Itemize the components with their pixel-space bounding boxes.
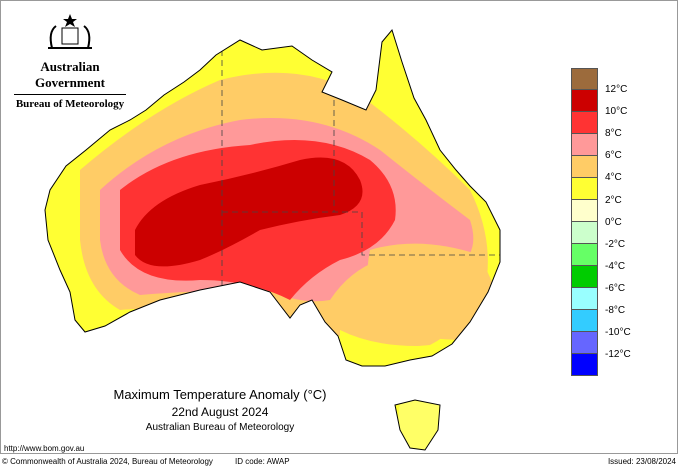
coat-of-arms-icon <box>48 14 92 49</box>
legend-swatch <box>571 354 598 376</box>
legend-label: 12°C <box>605 84 628 95</box>
legend-label: 2°C <box>605 194 622 206</box>
copyright: © Commonwealth of Australia 2024, Bureau… <box>2 457 213 466</box>
legend-swatch <box>571 332 598 354</box>
legend-swatch <box>571 178 598 200</box>
legend-swatch <box>571 288 598 310</box>
legend-swatch <box>571 134 598 156</box>
map-frame <box>0 0 678 454</box>
state-borders <box>221 50 500 310</box>
legend-swatch <box>571 68 598 90</box>
legend-label: 4°C <box>605 172 622 184</box>
bom-logo: Australian Government Bureau of Meteorol… <box>10 12 130 110</box>
legend-label: 6°C <box>605 150 622 162</box>
legend-label: 10°C <box>605 106 628 118</box>
legend-label: 0°C <box>605 216 622 228</box>
legend-label: 8°C <box>605 128 622 140</box>
agency-name: Australian Government <box>34 59 106 90</box>
legend-swatch <box>571 266 598 288</box>
map-date: 22nd August 2024 <box>171 405 269 419</box>
zone-4-6-east <box>367 243 500 340</box>
legend-label: -12°C <box>605 349 631 361</box>
legend-swatch <box>571 200 598 222</box>
bom-url-link[interactable]: http://www.bom.gov.au <box>4 444 85 453</box>
bureau-name: Bureau of Meteorology <box>15 98 125 110</box>
legend-swatch <box>571 244 598 266</box>
legend-label: -2°C <box>605 238 626 250</box>
legend-swatch <box>571 90 598 112</box>
zone-10-12 <box>135 157 363 267</box>
issued-date: Issued: 23/08/2024 <box>607 457 676 466</box>
legend-swatch <box>571 112 598 134</box>
legend-label: -8°C <box>605 305 626 316</box>
color-legend <box>571 68 598 376</box>
legend-label: -6°C <box>605 282 626 294</box>
legend-swatch <box>571 156 598 178</box>
legend-swatch <box>571 310 598 332</box>
map-title: Maximum Temperature Anomaly (°C) <box>113 387 327 402</box>
legend-label: -10°C <box>605 327 631 339</box>
coastline <box>44 28 501 451</box>
legend-label: -4°C <box>605 260 626 272</box>
legend-swatch <box>571 222 598 244</box>
map-source: Australian Bureau of Meteorology <box>145 422 295 433</box>
id-code: ID code: AWAP <box>235 457 290 466</box>
